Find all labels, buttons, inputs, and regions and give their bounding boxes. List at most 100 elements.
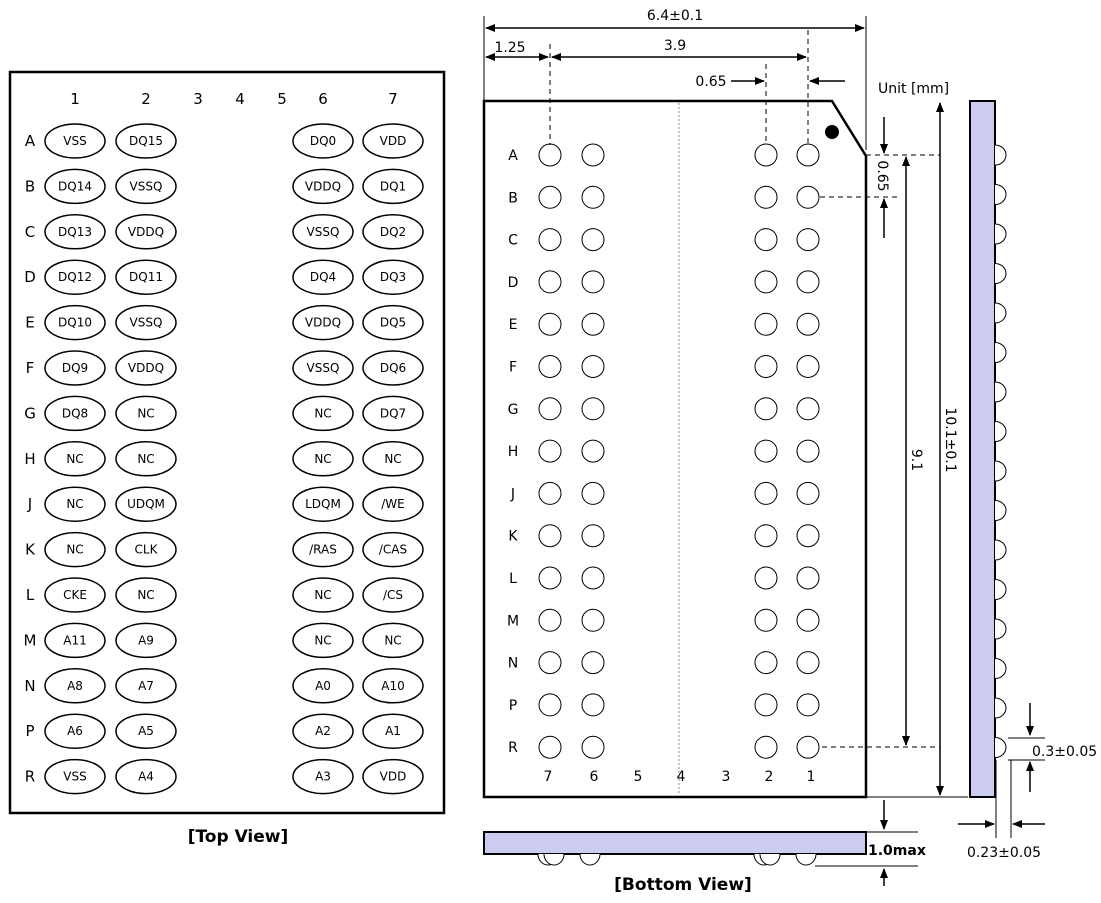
pin-outline [292,395,354,432]
pin-label: /RAS [309,543,337,557]
side-solder-ball [994,421,1007,442]
pin-label: NC [137,406,154,420]
pin-ball: A4 [115,758,177,795]
pin-ball: NC [362,441,424,477]
solder-ball [581,524,605,548]
pin-outline [362,531,424,568]
solder-ball [754,439,778,463]
top-view-row-label: K [25,541,36,559]
pin-ball: VDD [362,123,424,159]
pin-label: NC [66,543,83,557]
top-view-row-label: C [25,223,35,241]
solder-ball [796,439,820,463]
pin-outline [115,395,177,432]
pin-label: NC [314,406,331,420]
pin-ball: DQ10 [44,304,106,341]
pin-outline [292,577,354,613]
top-view-row-label: F [26,359,35,377]
pin-label: VSSQ [307,225,340,239]
dim-pitch-top-label: 0.65 [695,74,726,90]
pin-outline [362,486,424,522]
pin-label: VDDQ [305,316,341,330]
pin-outline [362,304,424,341]
pin-label: DQ12 [58,270,92,284]
solder-ball [581,228,605,252]
dim-height-label: 10.1±0.1 [942,407,958,472]
pin-ball: DQ0 [292,123,354,159]
pin-label: /CAS [379,543,407,557]
solder-ball [754,312,778,336]
top-view-row-label: E [25,314,34,332]
top-view-row-label: P [25,722,34,740]
pin-outline [362,350,424,386]
solder-ball [538,608,562,632]
solder-ball [754,693,778,717]
solder-ball [538,143,562,167]
solder-ball [796,481,820,505]
pin-ball: DQ8 [44,395,106,432]
dim-ball-span-label: 3.9 [664,38,686,54]
pin-ball: NC [44,441,106,477]
side-solder-ball [994,737,1007,758]
top-view-row-label: H [24,450,35,468]
pin-label: /CS [383,588,403,602]
pin-ball: A7 [115,668,177,704]
solder-ball [538,735,562,759]
solder-ball [581,312,605,336]
pin-outline [362,441,424,477]
dim-edge-offset-label: 1.25 [494,40,525,56]
pin-ball: VSSQ [292,350,354,386]
pin-label: NC [137,588,154,602]
pin-ball: VSS [44,758,106,795]
pin-outline [292,713,354,749]
pin-outline [292,758,354,795]
pin-label: A7 [138,679,154,693]
bottom-view-row-labels: A B C D E F G H J K L M N P R [507,148,519,756]
pin-ball: DQ9 [44,350,106,386]
pin-ball: NC [115,395,177,432]
bottom-view-row-label: A [508,148,518,164]
pin-ball: DQ12 [44,259,106,295]
bottom-view-row-label: N [508,656,518,672]
pin-ball: NC [44,486,106,522]
solder-ball [754,228,778,252]
bottom-view: A B C D E F G H J K L M N P R 7 6 5 4 3 2 1 6.4±0.1 1.25 3.9… [482,8,968,799]
top-view-frame [8,70,446,815]
pin-outline [362,214,424,250]
pin-ball: VDDQ [292,168,354,205]
side-view: 0.3±0.05 0.23±0.05 [958,100,1097,861]
pin-label: A6 [67,724,83,738]
top-view: 1 2 3 4 5 6 7 A B C D E F G H J K L M N P R VSS DQ15 DQ0 VDD DQ1… [8,70,446,847]
solder-ball [754,524,778,548]
pin-label: DQ4 [310,270,336,284]
top-view-row-label: R [25,768,35,786]
solder-ball [796,143,820,167]
solder-ball [796,270,820,294]
solder-ball [538,481,562,505]
pin-label: NC [66,452,83,466]
pin-label: A1 [385,724,401,738]
side-solder-ball [994,381,1007,403]
pin-outline [292,531,354,568]
side-solder-ball [994,184,1007,205]
pin-ball: A5 [115,713,177,749]
pin-ball: A0 [292,668,354,704]
pin-label: A8 [67,679,83,693]
top-view-column-label: 7 [388,90,398,108]
pin-label: A9 [138,633,154,647]
pin-ball: NC [292,577,354,613]
pin1-marker-icon [825,125,839,139]
top-view-row-label: J [27,495,32,513]
pin-ball: NC [115,441,177,477]
bottom-view-row-label: D [508,275,519,291]
solder-ball [538,566,562,590]
pin-label: CKE [63,588,87,602]
side-solder-ball [994,658,1007,679]
pin-ball: DQ14 [44,168,106,205]
pin-label: DQ15 [129,134,163,148]
pin-outline [44,168,106,205]
pin-outline [115,214,177,250]
pin-outline [44,622,106,659]
solder-ball [754,397,778,421]
solder-ball [754,143,778,167]
